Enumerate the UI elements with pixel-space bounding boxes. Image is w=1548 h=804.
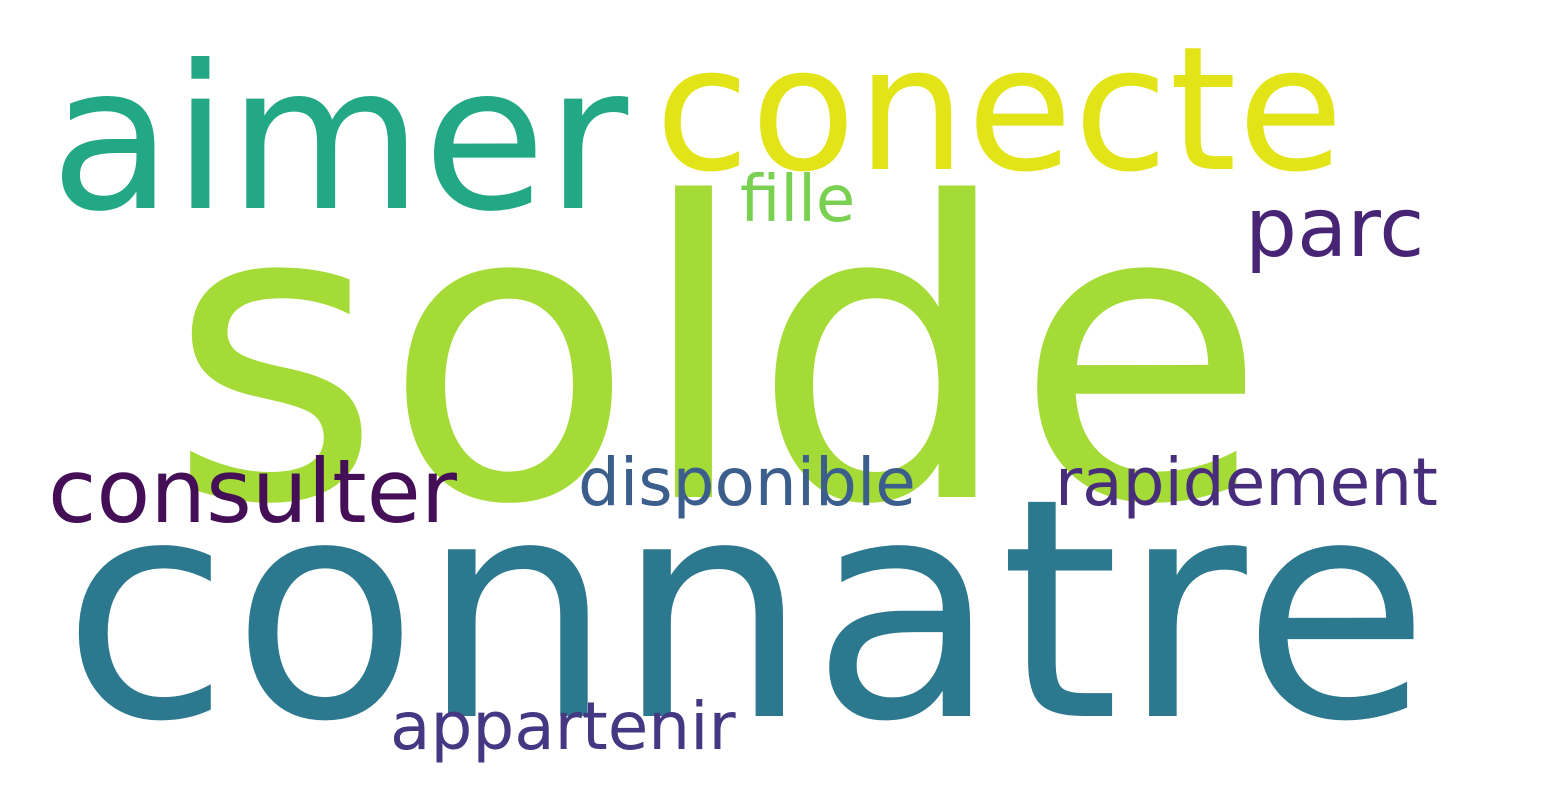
word-appartenir: appartenir bbox=[390, 688, 736, 765]
word-connatre: connatre bbox=[62, 433, 1432, 788]
word-disponible: disponible bbox=[578, 444, 916, 521]
word-fille: fille bbox=[740, 163, 856, 237]
word-consulter: consulter bbox=[48, 440, 457, 543]
word-parc: parc bbox=[1245, 181, 1425, 276]
word-conecte: conecte bbox=[655, 9, 1345, 210]
word-rapidement: rapidement bbox=[1055, 444, 1438, 521]
word-aimer: aimer bbox=[50, 23, 629, 256]
word-solde: solde bbox=[168, 116, 1269, 594]
